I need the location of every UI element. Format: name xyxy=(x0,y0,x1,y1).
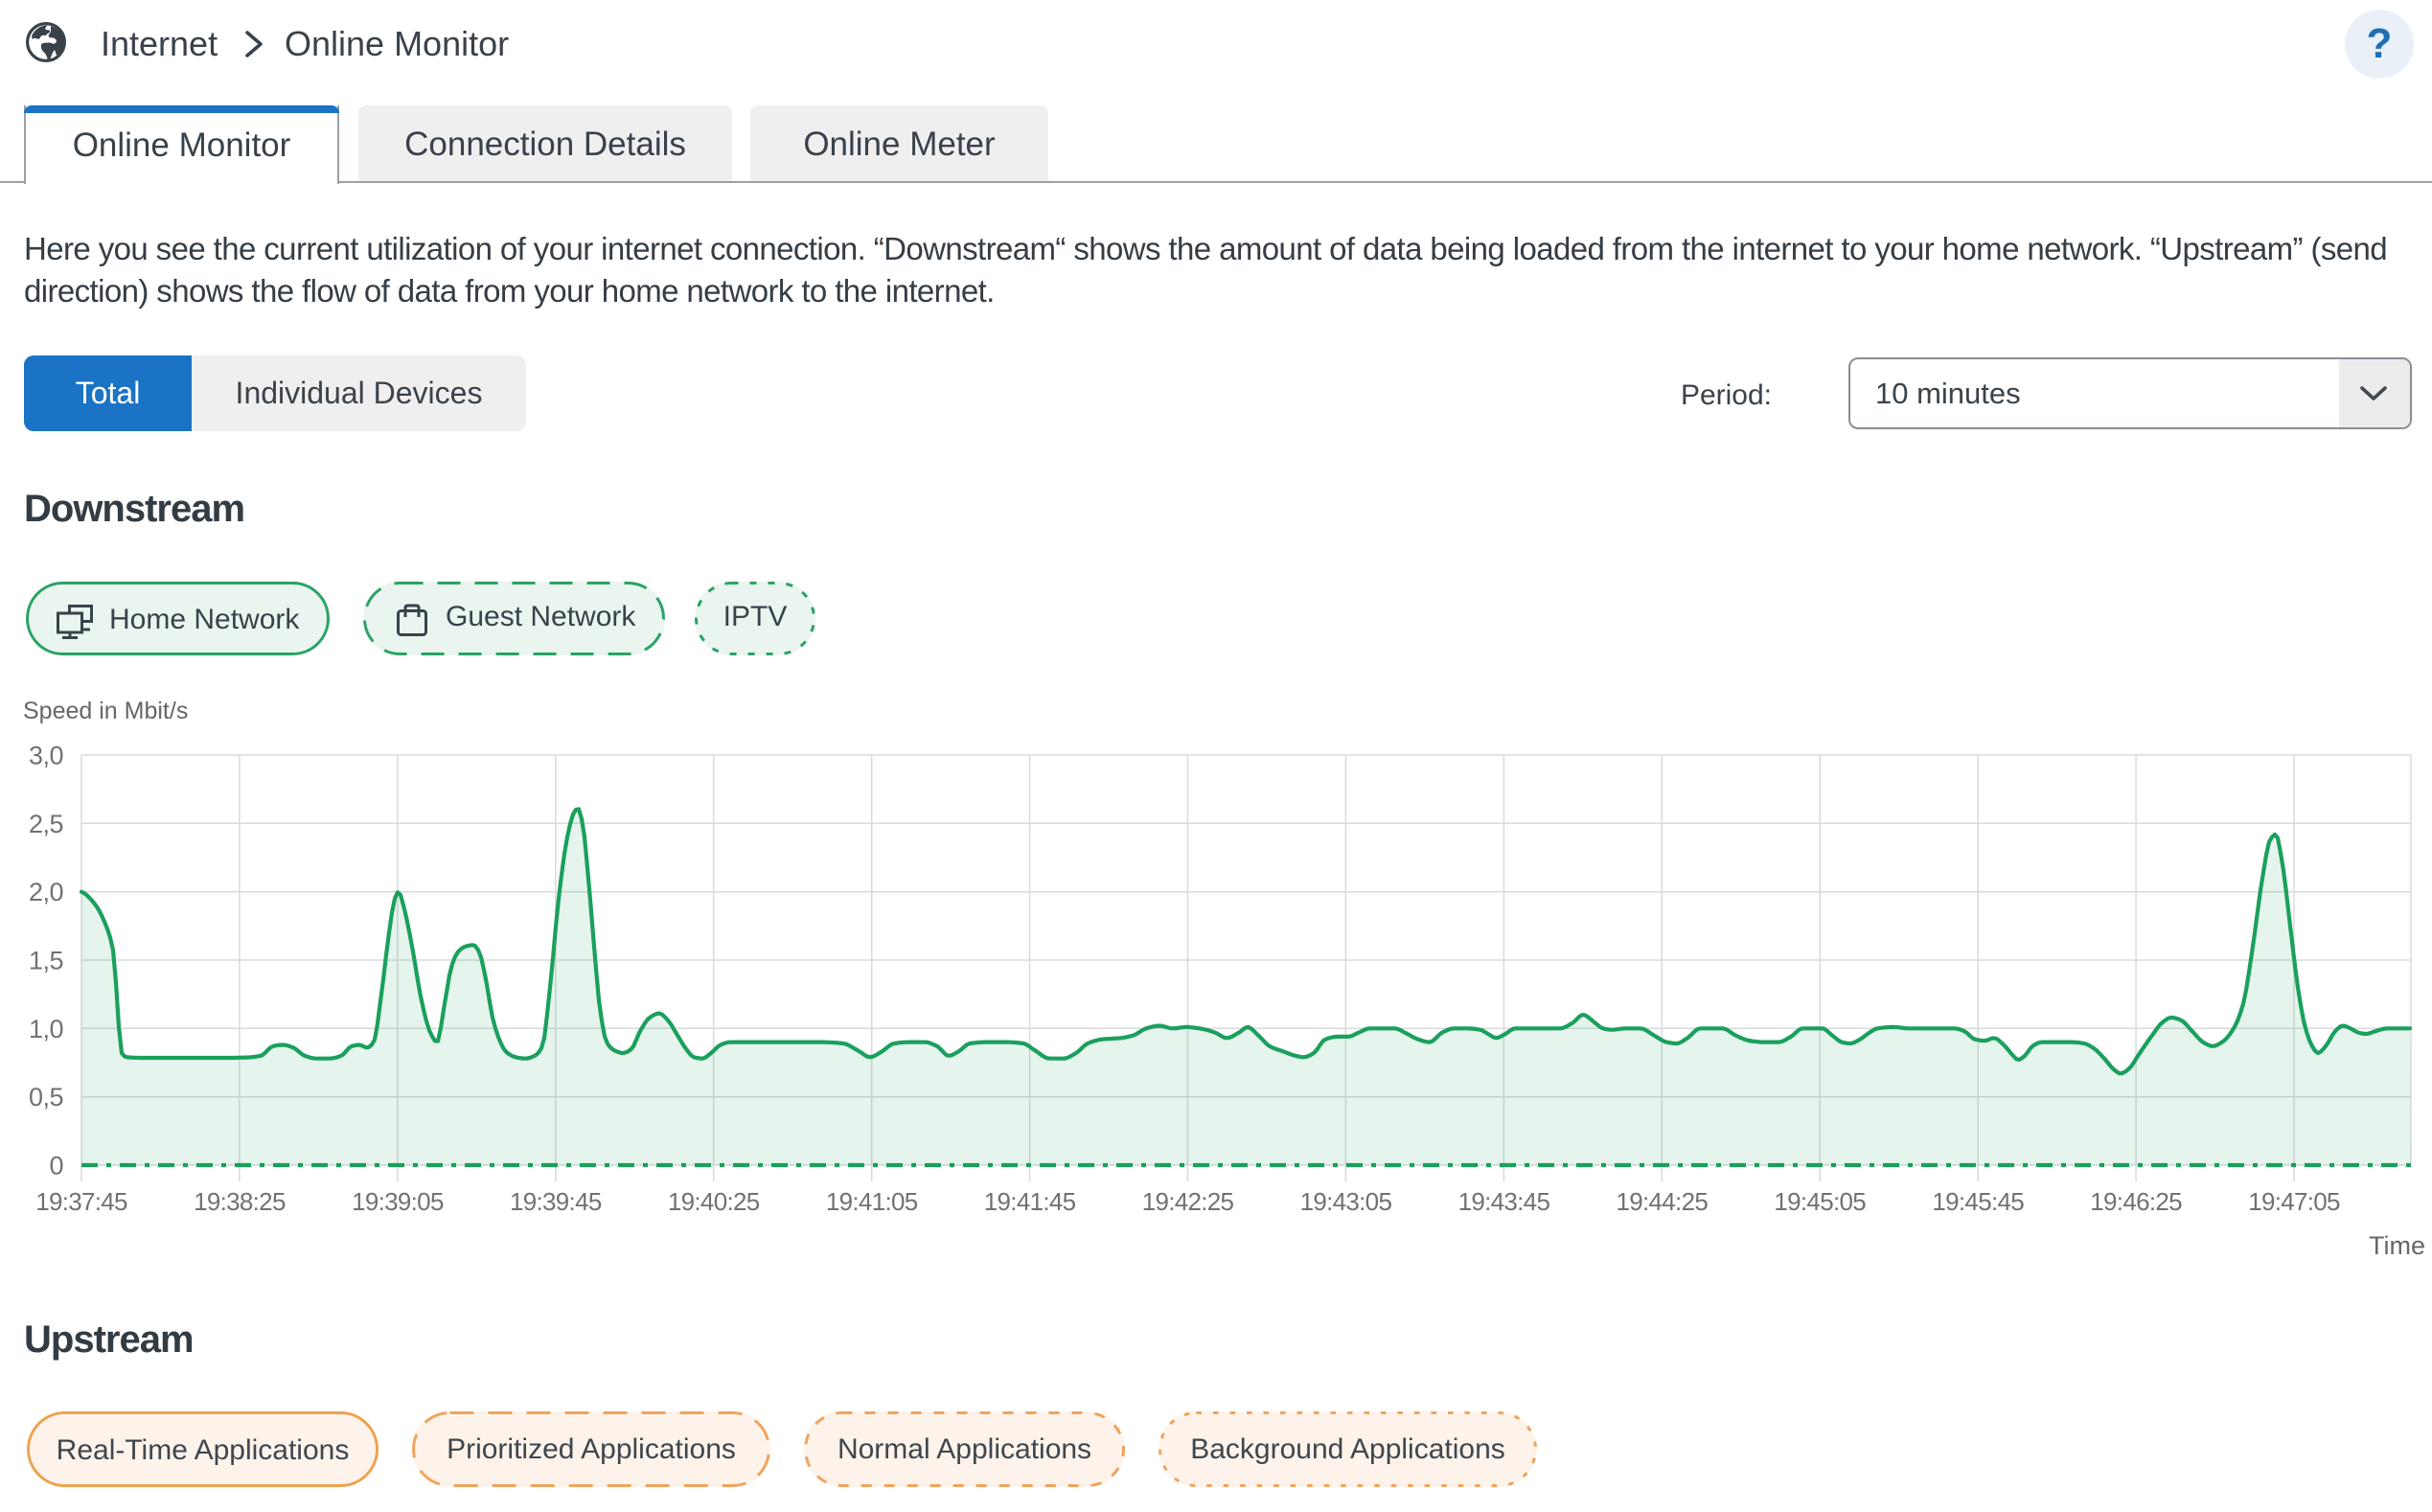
svg-text:19:41:45: 19:41:45 xyxy=(984,1187,1076,1216)
svg-text:19:46:25: 19:46:25 xyxy=(2090,1187,2182,1216)
svg-text:1,0: 1,0 xyxy=(29,1015,63,1043)
svg-text:19:39:05: 19:39:05 xyxy=(352,1187,444,1216)
svg-text:19:45:05: 19:45:05 xyxy=(1774,1187,1866,1216)
svg-text:19:40:25: 19:40:25 xyxy=(668,1187,760,1216)
svg-text:2,5: 2,5 xyxy=(29,810,63,838)
svg-text:19:41:05: 19:41:05 xyxy=(826,1187,918,1216)
svg-text:1,5: 1,5 xyxy=(29,947,63,975)
svg-text:19:43:05: 19:43:05 xyxy=(1300,1187,1392,1216)
svg-text:19:42:25: 19:42:25 xyxy=(1142,1187,1234,1216)
svg-text:0: 0 xyxy=(49,1152,63,1180)
svg-text:2,0: 2,0 xyxy=(29,878,63,906)
svg-text:19:38:25: 19:38:25 xyxy=(194,1187,286,1216)
svg-text:0,5: 0,5 xyxy=(29,1083,63,1111)
svg-text:19:47:05: 19:47:05 xyxy=(2248,1187,2340,1216)
svg-text:19:37:45: 19:37:45 xyxy=(35,1187,127,1216)
svg-text:19:44:25: 19:44:25 xyxy=(1616,1187,1708,1216)
svg-text:19:39:45: 19:39:45 xyxy=(510,1187,602,1216)
svg-text:3,0: 3,0 xyxy=(29,742,63,770)
svg-text:Time: Time xyxy=(2369,1231,2425,1260)
svg-text:19:45:45: 19:45:45 xyxy=(1932,1187,2024,1216)
svg-text:19:43:45: 19:43:45 xyxy=(1458,1187,1550,1216)
